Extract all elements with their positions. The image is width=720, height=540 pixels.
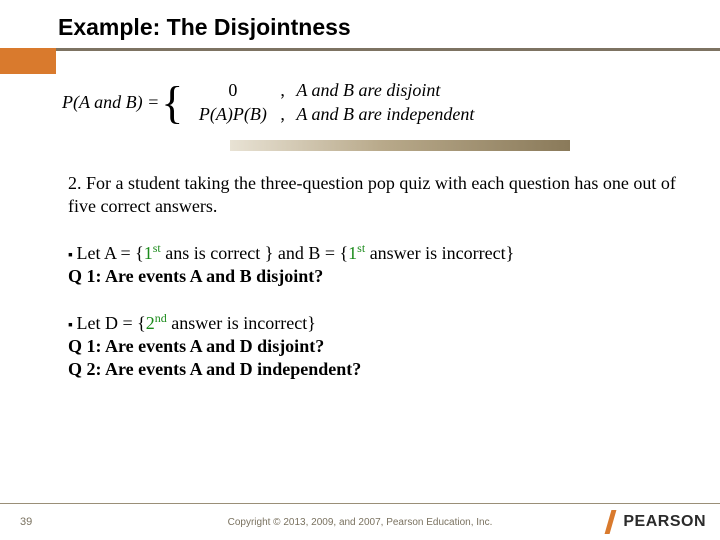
- formula-lhs: P(A and B) =: [62, 92, 159, 113]
- pearson-slash-icon: [605, 510, 619, 534]
- brace-icon: {: [161, 83, 183, 122]
- separator-bar: [230, 140, 570, 151]
- block-ab: Let A = {1st ans is correct } and B = {1…: [68, 241, 680, 289]
- brand-text: PEARSON: [623, 513, 706, 531]
- let-a-pre: Let A = {: [76, 243, 143, 263]
- let-a-end: answer is incorrect}: [365, 243, 514, 263]
- let-d-end: answer is incorrect}: [167, 313, 316, 333]
- footer-divider: [0, 503, 720, 504]
- title-bar: Example: The Disjointness: [58, 6, 710, 48]
- question-2-ad: Q 2: Are events A and D independent?: [68, 359, 361, 379]
- case1-condition: A and B are disjoint: [296, 78, 440, 102]
- content-area: 2. For a student taking the three-questi…: [68, 172, 680, 404]
- ordinal-1a-suffix: st: [153, 241, 161, 255]
- ordinal-1a: 1: [144, 243, 153, 263]
- let-d-pre: Let D = {: [76, 313, 145, 333]
- probability-formula: P(A and B) = { 0 , A and B are disjoint …: [62, 78, 474, 127]
- comma: ,: [280, 102, 296, 126]
- pearson-logo: PEARSON: [605, 510, 706, 534]
- ordinal-2-suffix: nd: [155, 311, 167, 325]
- ordinal-1b: 1: [348, 243, 357, 263]
- slide-title: Example: The Disjointness: [58, 14, 351, 41]
- let-a-mid: ans is correct } and B = {: [161, 243, 348, 263]
- formula-cases: 0 , A and B are disjoint P(A)P(B) , A an…: [185, 78, 474, 127]
- comma: ,: [280, 78, 296, 102]
- case2-condition: A and B are independent: [296, 102, 474, 126]
- ordinal-2: 2: [146, 313, 155, 333]
- title-underline: [0, 48, 720, 51]
- question-1-ab: Q 1: Are events A and B disjoint?: [68, 266, 323, 286]
- block-ad: Let D = {2nd answer is incorrect} Q 1: A…: [68, 311, 680, 382]
- case1-value: 0: [185, 78, 280, 102]
- accent-tab: [0, 48, 56, 74]
- case2-value: P(A)P(B): [185, 102, 280, 126]
- question-1-ad: Q 1: Are events A and D disjoint?: [68, 336, 324, 356]
- ordinal-1b-suffix: st: [357, 241, 365, 255]
- problem-intro: 2. For a student taking the three-questi…: [68, 172, 680, 219]
